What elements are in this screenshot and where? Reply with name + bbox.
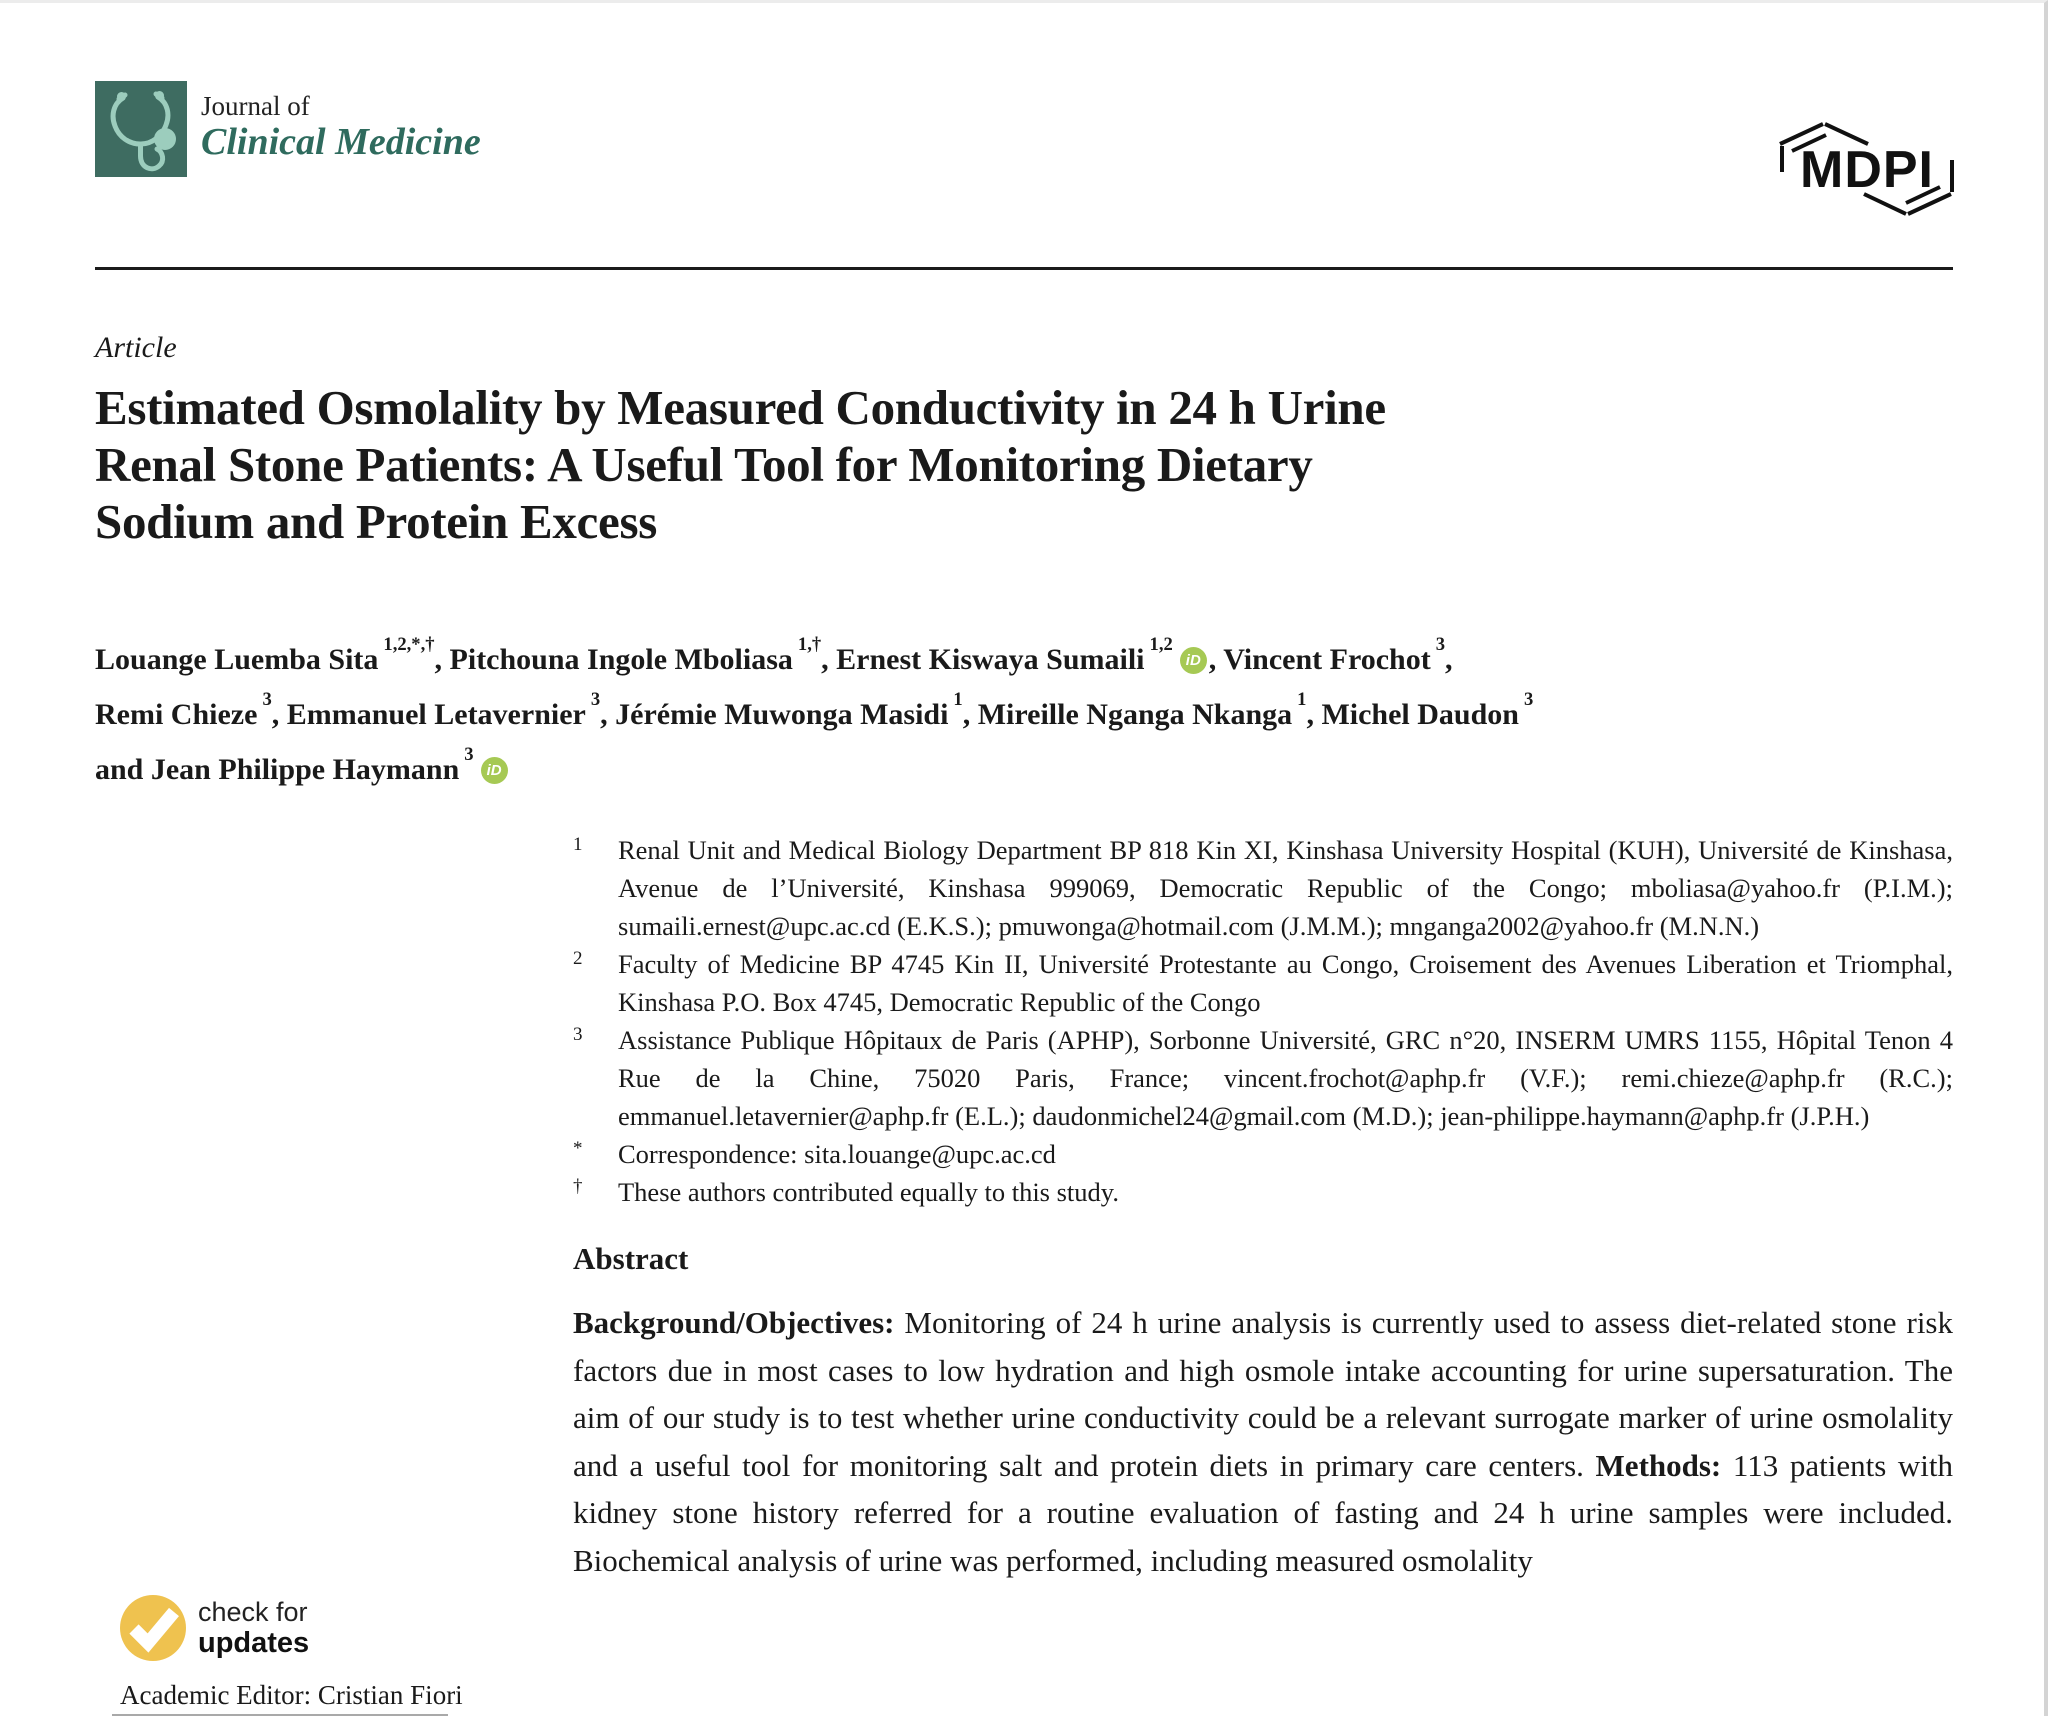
affiliation-marker: 2: [573, 948, 583, 969]
mdpi-logo-text: MDPI: [1800, 141, 1934, 199]
stethoscope-icon: [110, 91, 176, 172]
author-affiliation-sup: 3: [590, 688, 601, 710]
author-affiliation-sup: 3: [1435, 633, 1446, 655]
author-line: Louange Luemba Sita 1,2,*,†, Pitchouna In…: [95, 633, 1453, 676]
affiliation-text: Correspondence: sita.louange@upc.ac.cd: [618, 1139, 1056, 1169]
author-affiliation-sup: 1,2: [1149, 633, 1173, 655]
affiliation-marker: 3: [573, 1024, 583, 1045]
abstract-text: Background/Objectives: Monitoring of 24 …: [573, 1305, 1953, 1578]
affiliation-item: † These authors contributed equally to th…: [573, 1173, 1953, 1211]
academic-editor: Academic Editor: Cristian Fiori: [120, 1680, 463, 1710]
author-affiliation-sup: 1: [1297, 688, 1307, 710]
affiliation-text: Renal Unit and Medical Biology Departmen…: [618, 835, 1953, 941]
author-affiliation-sup: 3: [1524, 688, 1534, 710]
affiliation-text: These authors contributed equally to thi…: [618, 1177, 1119, 1207]
article-title: Estimated Osmolality by Measured Conduct…: [95, 379, 1955, 550]
article-title-line: Estimated Osmolality by Measured Conduct…: [95, 380, 1386, 435]
affiliation-marker: †: [573, 1176, 583, 1197]
mdpi-logo: MDPI: [1768, 88, 1968, 228]
author-list: Louange Luemba Sita 1,2,*,†, Pitchouna In…: [95, 629, 1915, 794]
journal-title-block: Journal of Clinical Medicine: [201, 81, 481, 163]
affiliation-text: Assistance Publique Hôpitaux de Paris (A…: [618, 1025, 1953, 1131]
abstract-section-label: Background/Objectives:: [573, 1305, 895, 1340]
orcid-icon[interactable]: iD: [1179, 647, 1207, 674]
abstract-heading: Abstract: [573, 1241, 689, 1276]
author-line: and Jean Philippe Haymann 3iD: [95, 739, 1915, 794]
journal-name: Clinical Medicine: [201, 121, 481, 163]
header-divider: [95, 267, 1953, 270]
article-title-line: Renal Stone Patients: A Useful Tool for …: [95, 437, 1313, 492]
affiliation-item: 2 Faculty of Medicine BP 4745 Kin II, Uni…: [573, 945, 1953, 1021]
citation-block-divider: [112, 1714, 448, 1716]
affiliation-list: 1 Renal Unit and Medical Biology Departme…: [573, 831, 1953, 1211]
check-for-updates-label: check for updates: [198, 1597, 310, 1659]
article-meta-column: 1 Renal Unit and Medical Biology Departme…: [573, 831, 1953, 1584]
affiliation-marker: *: [573, 1138, 583, 1159]
check-for-updates-badge[interactable]: check for updates: [120, 1595, 309, 1661]
journal-logo: [95, 81, 187, 177]
check-icon: [120, 1595, 186, 1661]
affiliation-text: Faculty of Medicine BP 4745 Kin II, Univ…: [618, 949, 1953, 1017]
author-affiliation-sup: 1,†: [797, 633, 822, 655]
article-type-label: Article: [95, 331, 177, 364]
author-affiliation-sup: 1: [953, 688, 963, 710]
affiliation-item: 1 Renal Unit and Medical Biology Departme…: [573, 831, 1953, 945]
affiliation-marker: 1: [573, 834, 583, 855]
journal-prefix: Journal of: [201, 91, 310, 121]
orcid-icon[interactable]: iD: [480, 757, 508, 784]
author-line: Remi Chieze 3, Emmanuel Letavernier 3, Jér…: [95, 688, 1534, 731]
abstract-section-label: Methods:: [1595, 1447, 1722, 1483]
journal-brand: Journal of Clinical Medicine: [95, 81, 481, 177]
author-affiliation-sup: 1,2,*,†: [383, 633, 435, 655]
author-affiliation-sup: 3: [262, 688, 272, 710]
affiliation-item: * Correspondence: sita.louange@upc.ac.cd: [573, 1135, 1953, 1173]
author-affiliation-sup: 3: [464, 743, 474, 765]
affiliation-item: 3 Assistance Publique Hôpitaux de Paris (…: [573, 1021, 1953, 1135]
article-title-line: Sodium and Protein Excess: [95, 494, 657, 549]
